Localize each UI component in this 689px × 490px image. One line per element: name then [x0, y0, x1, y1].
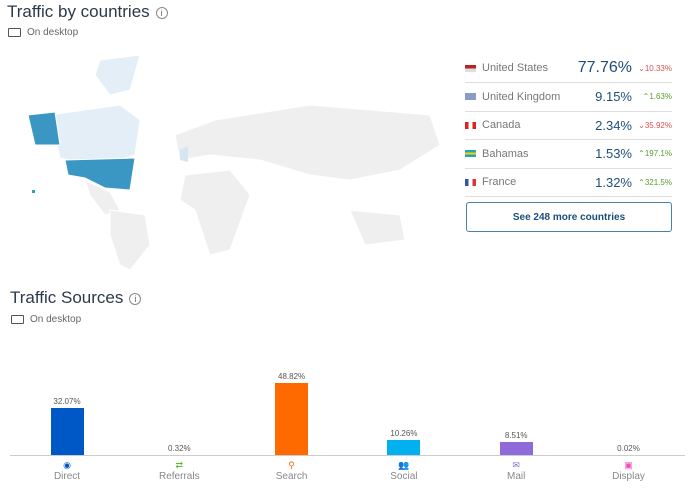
bar-search[interactable] [275, 383, 309, 455]
referrals-icon: ⇄ [175, 460, 184, 470]
countries-device: On desktop [8, 27, 78, 38]
country-name: Bahamas [482, 147, 529, 160]
category-label[interactable]: Search [275, 471, 308, 482]
arrow-up-icon: ⌃ [638, 177, 645, 187]
mail-icon: ✉ [512, 460, 520, 470]
change-value: 10.33% [644, 63, 672, 73]
uk-flag-icon [465, 93, 476, 100]
bar-label: 48.82% [278, 372, 306, 381]
countries-title: Traffic by countries i [7, 2, 168, 22]
category-label[interactable]: Social [390, 471, 418, 482]
device-label: On desktop [27, 27, 79, 38]
bar-mail[interactable] [499, 442, 533, 455]
change-value: 35.92% [644, 120, 672, 130]
country-share: 77.76% [577, 59, 632, 76]
category-label[interactable]: Display [612, 471, 645, 482]
country-name: France [482, 176, 517, 188]
sources-title: Traffic Sources i [10, 288, 142, 308]
countries-title-text: Traffic by countries [7, 2, 150, 21]
country-share: 9.15% [595, 89, 632, 104]
country-change: ⌄10.33% [636, 64, 672, 73]
country-share: 1.53% [595, 146, 632, 161]
bar-label: 8.51% [504, 431, 528, 441]
country-row[interactable]: Bahamas 1.53% ⌃197.1% [465, 140, 672, 169]
category-label[interactable]: Referrals [159, 471, 200, 482]
bar-direct[interactable] [50, 407, 84, 455]
country-change: ⌃321.5% [636, 178, 672, 187]
sources-title-text: Traffic Sources [10, 288, 124, 307]
info-icon[interactable]: i [129, 292, 142, 305]
sources-device: On desktop [11, 314, 81, 325]
country-row[interactable]: Canada 2.34% ⌄35.92% [465, 111, 672, 140]
world-map[interactable] [10, 50, 450, 275]
country-name: United Kingdom [482, 90, 561, 103]
desktop-icon [11, 314, 24, 324]
category-label[interactable]: Direct [53, 471, 81, 482]
search-icon: ⚲ [288, 460, 295, 470]
bar-label: 10.26% [390, 428, 418, 438]
arrow-down-icon: ⌄ [638, 120, 645, 130]
country-name: United States [482, 62, 549, 74]
country-change: ⌄35.92% [636, 121, 672, 130]
arrow-down-icon: ⌄ [638, 63, 645, 73]
info-icon[interactable]: i [155, 6, 168, 19]
country-change: ⌃197.1% [636, 149, 672, 158]
arrow-up-icon: ⌃ [638, 149, 645, 158]
chart-baseline [10, 455, 685, 456]
direct-icon: ◉ [63, 460, 71, 470]
ca-flag-icon [465, 121, 476, 129]
bs-flag-icon [465, 150, 476, 157]
see-more-countries-button[interactable]: See 248 more countries [466, 202, 672, 232]
country-share: 2.34% [595, 117, 632, 133]
change-value: 1.63% [649, 92, 672, 101]
us-flag-icon [465, 64, 476, 72]
country-row[interactable]: United Kingdom 9.15% ⌃1.63% [465, 83, 672, 112]
bar-label: 0.32% [167, 443, 191, 453]
device-label: On desktop [30, 314, 82, 325]
country-row[interactable]: France 1.32% ⌃321.5% [465, 168, 672, 197]
country-name: Canada [482, 119, 521, 131]
bar-social[interactable] [387, 439, 421, 455]
country-row[interactable]: United States 77.76% ⌄10.33% [465, 54, 672, 83]
change-value: 321.5% [644, 177, 672, 187]
display-icon: ▣ [624, 460, 633, 470]
country-share: 1.32% [595, 174, 632, 190]
change-value: 197.1% [644, 149, 672, 158]
desktop-icon [8, 27, 21, 37]
fr-flag-icon [465, 178, 476, 186]
country-change: ⌃1.63% [636, 92, 672, 101]
arrow-up-icon: ⌃ [642, 92, 650, 101]
social-icon: 👥 [398, 460, 410, 470]
category-label[interactable]: Mail [507, 471, 526, 482]
bar-label: 32.07% [53, 396, 81, 406]
bar-label: 0.02% [617, 443, 640, 453]
